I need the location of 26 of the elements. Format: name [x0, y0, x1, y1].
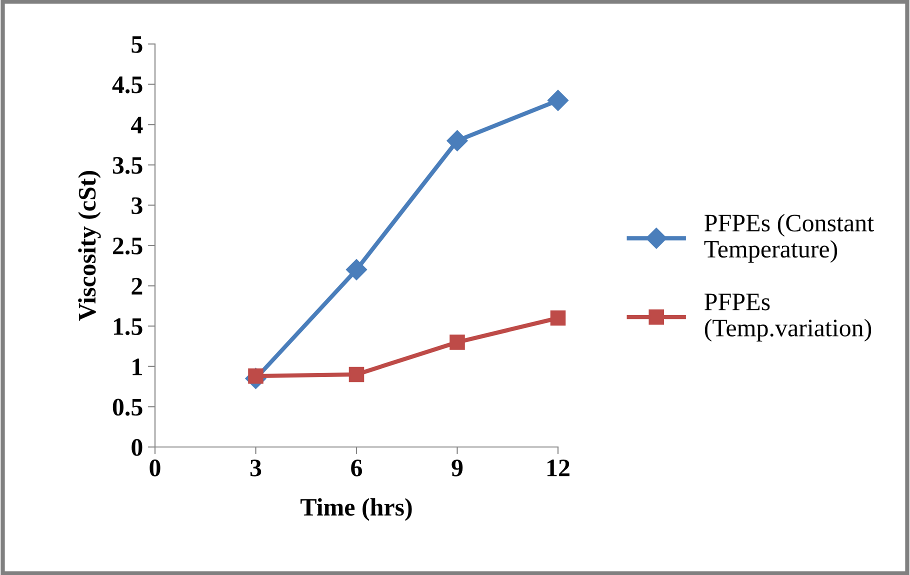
x-tick-label: 12: [548, 460, 570, 476]
legend-label: PFPEs (Constant Temperature): [704, 214, 874, 263]
point: [348, 366, 364, 382]
y-tick-label: 0: [132, 439, 142, 456]
y-tick-label: 2.5: [112, 238, 142, 255]
y-tick-label: 4.5: [112, 76, 142, 94]
y-tick-label: 1: [132, 358, 142, 376]
point: [346, 259, 368, 280]
y-axis-title: Viscosity (cSt): [78, 171, 101, 321]
x-axis-title: Time (hrs): [300, 498, 412, 521]
point: [450, 334, 465, 350]
y-tick-label: 3: [132, 197, 142, 214]
y-tick-label: 0.5: [112, 398, 142, 416]
x-tick-label: 3: [250, 460, 262, 476]
point: [550, 310, 566, 326]
y-tick-label: 4: [131, 116, 143, 134]
x-tick-label: 6: [351, 460, 362, 476]
x-tick-label: 9: [452, 460, 463, 476]
y-tick-label: 2: [132, 278, 142, 294]
point: [446, 130, 468, 152]
point: [547, 90, 569, 111]
x-tick-label: 0: [150, 460, 160, 476]
legend-label: PFPEs (Temp.variation): [704, 294, 872, 342]
y-tick-label: 1.5: [114, 318, 142, 336]
y-tick-label: 3.5: [112, 157, 142, 174]
y-tick-label: 5: [132, 36, 142, 53]
